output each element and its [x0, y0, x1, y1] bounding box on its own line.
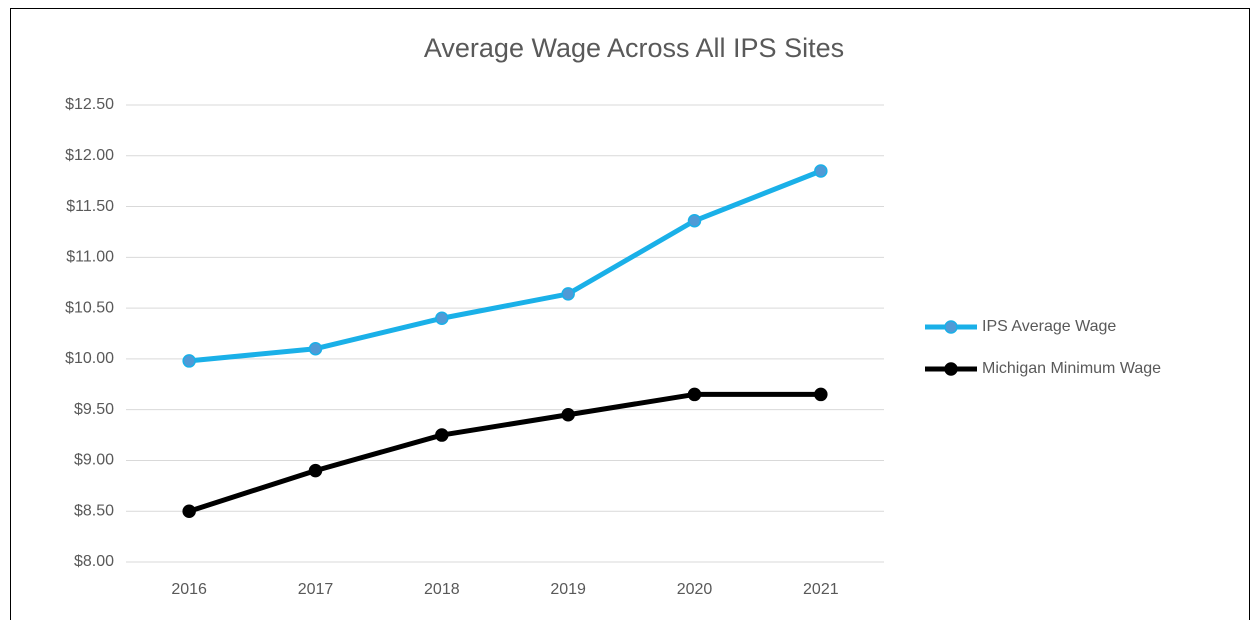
y-tick-label: $10.50	[65, 299, 114, 316]
x-tick-label: 2020	[677, 581, 713, 598]
marker	[308, 341, 323, 356]
y-tick-label: $9.50	[74, 401, 114, 418]
x-tick-label: 2017	[298, 581, 334, 598]
marker	[435, 428, 449, 442]
series-line	[188, 391, 821, 514]
marker	[561, 407, 575, 422]
marker	[814, 387, 828, 402]
x-tick-label: 2018	[424, 581, 460, 598]
y-tick-label: $11.50	[66, 198, 114, 215]
y-tick-label: $10.00	[65, 350, 114, 367]
marker	[182, 504, 196, 518]
y-tick-label: $8.00	[74, 553, 114, 570]
y-tick-label: $11.00	[66, 249, 114, 266]
x-tick-label: 2016	[171, 581, 207, 598]
x-tick-label: 2019	[550, 581, 586, 598]
y-tick-label: $8.50	[74, 502, 114, 519]
marker	[687, 387, 702, 402]
legend-label: Michigan Minimum Wage	[982, 360, 1161, 377]
marker	[308, 463, 323, 478]
series-line	[188, 168, 822, 364]
y-tick-label: $9.00	[74, 452, 114, 469]
x-tick-label: 2021	[803, 581, 839, 598]
legend-marker	[944, 320, 958, 334]
y-tick-label: $12.50	[65, 96, 114, 113]
marker	[182, 354, 196, 368]
marker	[561, 287, 575, 301]
chart-border	[10, 8, 1250, 620]
chart-title: Average Wage Across All IPS Sites	[424, 33, 844, 63]
y-tick-label: $12.00	[65, 147, 114, 164]
marker	[687, 214, 702, 228]
legend-label: IPS Average Wage	[982, 318, 1116, 335]
marker	[435, 311, 449, 326]
legend-marker	[944, 362, 958, 376]
marker	[814, 164, 828, 178]
